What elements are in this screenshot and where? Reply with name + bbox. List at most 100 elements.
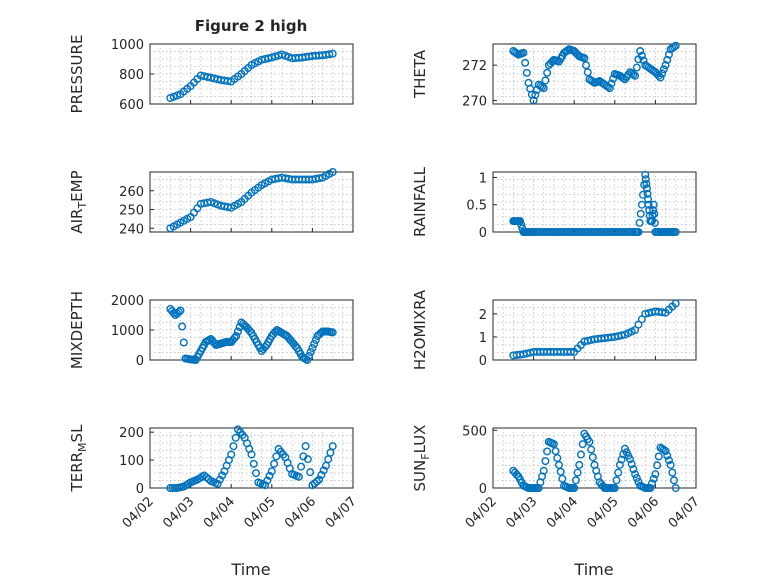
data-point (305, 352, 314, 361)
y-axis-label: PRESSURE (68, 35, 86, 114)
data-point (539, 466, 548, 475)
series-markers (509, 429, 680, 493)
data-point (671, 299, 680, 308)
y-tick-label: 0 (479, 354, 487, 369)
y-tick-label: 270 (462, 94, 487, 109)
y-axis-label: THETA (411, 49, 429, 99)
data-point (215, 475, 224, 484)
data-point (297, 462, 306, 471)
x-tick-label: 04/03 (503, 494, 540, 531)
series-markers (166, 305, 337, 365)
series-markers (509, 299, 680, 360)
data-point (615, 460, 624, 469)
data-point (659, 65, 668, 74)
y-tick-label: 500 (462, 424, 487, 439)
x-axis-label-left: Time (230, 560, 270, 579)
y-axis-label: MIXDEPTH (68, 291, 86, 369)
data-point (654, 452, 663, 461)
data-point (636, 47, 645, 56)
y-tick-label: 800 (119, 68, 144, 83)
data-point (315, 174, 324, 183)
y-tick-label: 250 (119, 204, 144, 219)
data-point (659, 445, 668, 454)
data-point (571, 476, 580, 485)
data-point (232, 332, 241, 341)
data-point (315, 475, 324, 484)
y-tick-label: 1000 (111, 38, 144, 53)
data-point (267, 467, 276, 476)
data-point (631, 71, 640, 80)
data-point (543, 447, 552, 456)
y-tick-label: 0.5 (466, 199, 487, 214)
data-point (179, 338, 188, 347)
x-tick-label: 04/03 (160, 494, 197, 531)
x-tick-label: 04/07 (666, 494, 703, 531)
data-point (319, 466, 328, 475)
data-point (306, 348, 315, 357)
subplot-air-temp: 240 250 260 AIRTEMP (68, 167, 354, 237)
data-point (176, 306, 185, 315)
data-point (328, 167, 337, 176)
subplot-h2omixra: 0 1 2 H2OMIXRA (411, 289, 697, 370)
y-axis-label: SUNFLUX (411, 425, 432, 492)
data-point (636, 209, 645, 218)
data-point (247, 450, 256, 459)
data-point (645, 206, 654, 215)
data-point (249, 459, 258, 468)
data-point (267, 53, 276, 62)
y-tick-label: 0 (479, 482, 487, 497)
data-point (328, 442, 337, 451)
data-point (670, 42, 679, 51)
data-point (252, 469, 261, 478)
data-point (642, 179, 651, 188)
x-axis-label-right: Time (573, 560, 613, 579)
y-axis-label: RAINFALL (411, 166, 429, 237)
data-point (271, 52, 280, 61)
data-point (648, 479, 657, 488)
data-point (301, 442, 310, 451)
data-point (306, 468, 315, 477)
y-axis-label: TERRMSL (68, 424, 89, 493)
data-point (653, 461, 662, 470)
data-point (610, 484, 619, 493)
data-point (310, 340, 319, 349)
data-point (582, 61, 591, 70)
data-point (637, 51, 646, 60)
series-markers (166, 167, 337, 233)
y-tick-label: 272 (462, 59, 487, 74)
data-point (629, 70, 638, 79)
data-point (521, 58, 530, 67)
data-point (223, 76, 232, 85)
data-point (607, 79, 616, 88)
data-point (664, 456, 673, 465)
data-point (650, 218, 659, 227)
data-point (663, 451, 672, 460)
data-point (312, 477, 321, 486)
data-point (231, 433, 240, 442)
data-point (303, 356, 312, 365)
data-point (664, 50, 673, 59)
series-markers (166, 49, 337, 102)
x-tick-label: 04/06 (282, 494, 319, 531)
data-point (580, 54, 589, 63)
figure-title: Figure 2 high (195, 17, 308, 35)
y-tick-label: 2 (479, 308, 487, 323)
data-point (543, 68, 552, 77)
data-point (670, 476, 679, 485)
data-point (230, 334, 239, 343)
data-point (638, 190, 647, 199)
data-point (174, 308, 183, 317)
data-point (169, 309, 178, 318)
data-point (541, 457, 550, 466)
data-point (265, 471, 274, 480)
data-point (325, 50, 334, 59)
subplot-sun-flux: 0 500 04/02 04/03 04/04 04/05 04/06 04/07 SUNFLU… (411, 424, 703, 531)
subplot-rainfall: 0 0.5 1 RAINFALL (411, 166, 697, 241)
data-point (671, 41, 680, 50)
x-tick-label: 04/07 (323, 494, 360, 531)
y-tick-label: 1 (479, 331, 487, 346)
data-point (639, 56, 648, 65)
y-tick-label: 1 (479, 171, 487, 186)
data-point (303, 455, 312, 464)
